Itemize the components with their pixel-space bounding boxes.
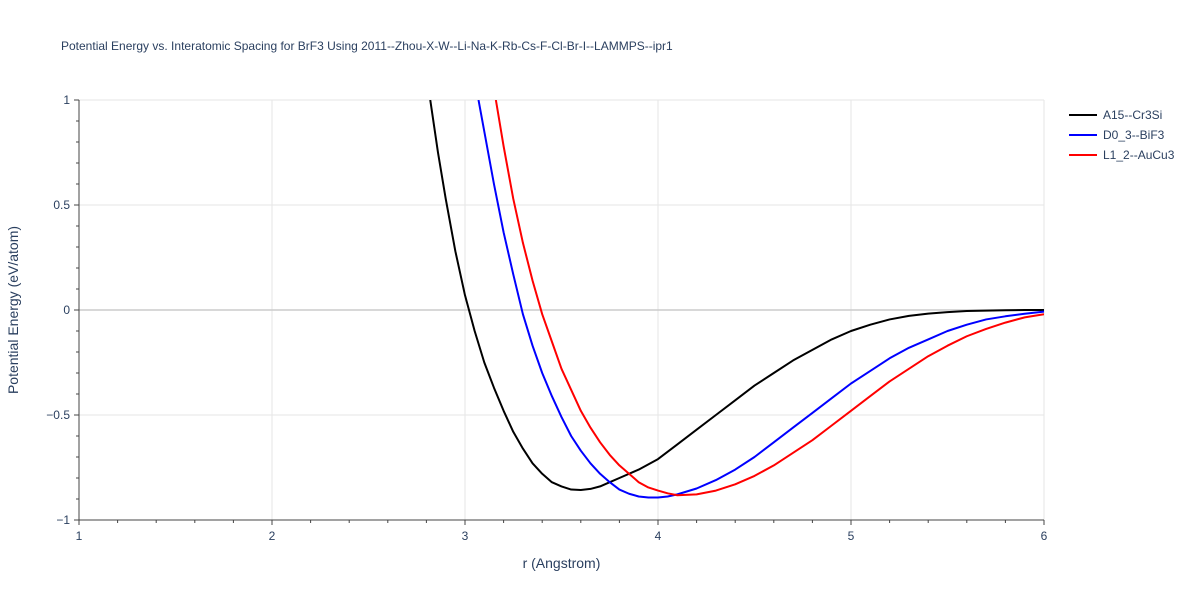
x-tick-labels: 1 2 3 4 5 6 xyxy=(76,529,1048,543)
x-tick-label: 4 xyxy=(655,529,662,543)
x-tick-label: 2 xyxy=(269,529,276,543)
legend-item-1[interactable]: D0_3--BiF3 xyxy=(1069,128,1165,142)
x-tick-label: 5 xyxy=(848,529,855,543)
series-line-0 xyxy=(429,100,1044,491)
series-line-1 xyxy=(477,100,1044,499)
y-tick-label: 0 xyxy=(63,303,70,317)
legend-label: A15--Cr3Si xyxy=(1103,108,1162,122)
x-tick-label: 3 xyxy=(462,529,469,543)
axes xyxy=(74,99,1045,525)
legend-item-2[interactable]: L1_2--AuCu3 xyxy=(1069,148,1175,162)
legend[interactable]: A15--Cr3Si D0_3--BiF3 L1_2--AuCu3 xyxy=(1069,108,1175,162)
legend-label: D0_3--BiF3 xyxy=(1103,128,1165,142)
y-tick-label: 1 xyxy=(63,93,70,107)
legend-label: L1_2--AuCu3 xyxy=(1103,148,1175,162)
legend-item-0[interactable]: A15--Cr3Si xyxy=(1069,108,1162,122)
y-tick-label: −1 xyxy=(56,513,70,527)
x-axis-title: r (Angstrom) xyxy=(523,555,601,571)
y-tick-label: −0.5 xyxy=(46,408,70,422)
series-line-2 xyxy=(494,100,1044,497)
y-tick-label: 0.5 xyxy=(53,198,70,212)
chart-title: Potential Energy vs. Interatomic Spacing… xyxy=(61,39,673,53)
y-tick-labels: −1 −0.5 0 0.5 1 xyxy=(46,93,70,527)
x-tick-label: 1 xyxy=(76,529,83,543)
x-tick-label: 6 xyxy=(1041,529,1048,543)
y-axis-title: Potential Energy (eV/atom) xyxy=(5,226,21,394)
series-group xyxy=(429,100,1044,499)
